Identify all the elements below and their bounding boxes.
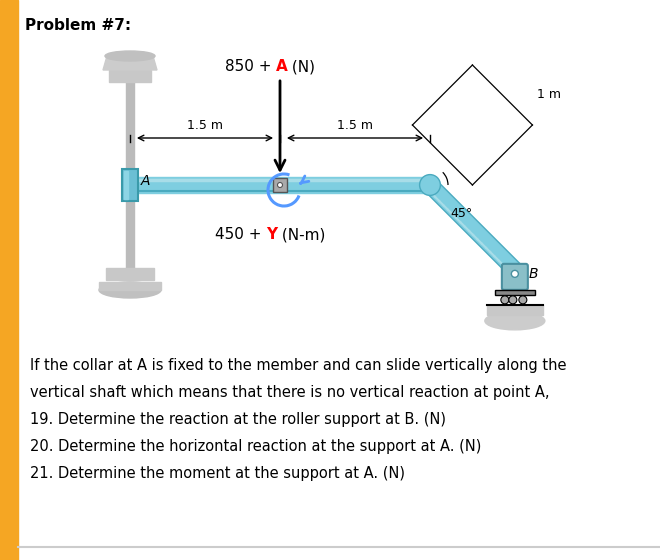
Text: vertical shaft which means that there is no vertical reaction at point A,: vertical shaft which means that there is… bbox=[30, 385, 550, 400]
Bar bbox=[99, 282, 161, 290]
Text: 450 +: 450 + bbox=[214, 227, 266, 242]
Text: Problem #7:: Problem #7: bbox=[25, 18, 131, 33]
Circle shape bbox=[509, 296, 517, 304]
Bar bbox=[487, 305, 543, 315]
Bar bbox=[138, 177, 430, 193]
Bar bbox=[122, 169, 138, 201]
Circle shape bbox=[519, 296, 527, 304]
Text: A: A bbox=[141, 174, 150, 188]
Text: If the collar at A is fixed to the member and can slide vertically along the: If the collar at A is fixed to the membe… bbox=[30, 358, 566, 373]
Bar bbox=[109, 70, 151, 82]
Text: (N-m): (N-m) bbox=[277, 227, 325, 242]
Text: 19. Determine the reaction at the roller support at B. (N): 19. Determine the reaction at the roller… bbox=[30, 412, 446, 427]
Polygon shape bbox=[103, 56, 157, 70]
FancyBboxPatch shape bbox=[502, 264, 528, 290]
Text: 45°: 45° bbox=[450, 207, 473, 220]
Bar bbox=[273, 178, 287, 192]
Text: Y: Y bbox=[266, 227, 277, 242]
Bar bbox=[124, 171, 128, 199]
Ellipse shape bbox=[105, 51, 155, 61]
Bar bbox=[106, 268, 154, 280]
Polygon shape bbox=[424, 179, 521, 276]
Text: A: A bbox=[276, 59, 288, 74]
Text: B: B bbox=[529, 267, 539, 281]
Bar bbox=[126, 80, 134, 280]
Circle shape bbox=[512, 270, 518, 277]
Bar bbox=[495, 290, 535, 295]
Text: 20. Determine the horizontal reaction at the support at A. (N): 20. Determine the horizontal reaction at… bbox=[30, 439, 481, 454]
Ellipse shape bbox=[485, 312, 545, 330]
Text: 850 +: 850 + bbox=[224, 59, 276, 74]
Text: (N): (N) bbox=[287, 59, 315, 74]
Text: 1.5 m: 1.5 m bbox=[337, 119, 373, 132]
Circle shape bbox=[277, 183, 282, 188]
Circle shape bbox=[501, 296, 509, 304]
Ellipse shape bbox=[99, 282, 161, 298]
Text: 1.5 m: 1.5 m bbox=[187, 119, 223, 132]
Text: 1 m: 1 m bbox=[537, 88, 562, 101]
Text: 21. Determine the moment at the support at A. (N): 21. Determine the moment at the support … bbox=[30, 466, 405, 481]
Circle shape bbox=[420, 175, 440, 195]
Bar bbox=[0, 0, 18, 560]
